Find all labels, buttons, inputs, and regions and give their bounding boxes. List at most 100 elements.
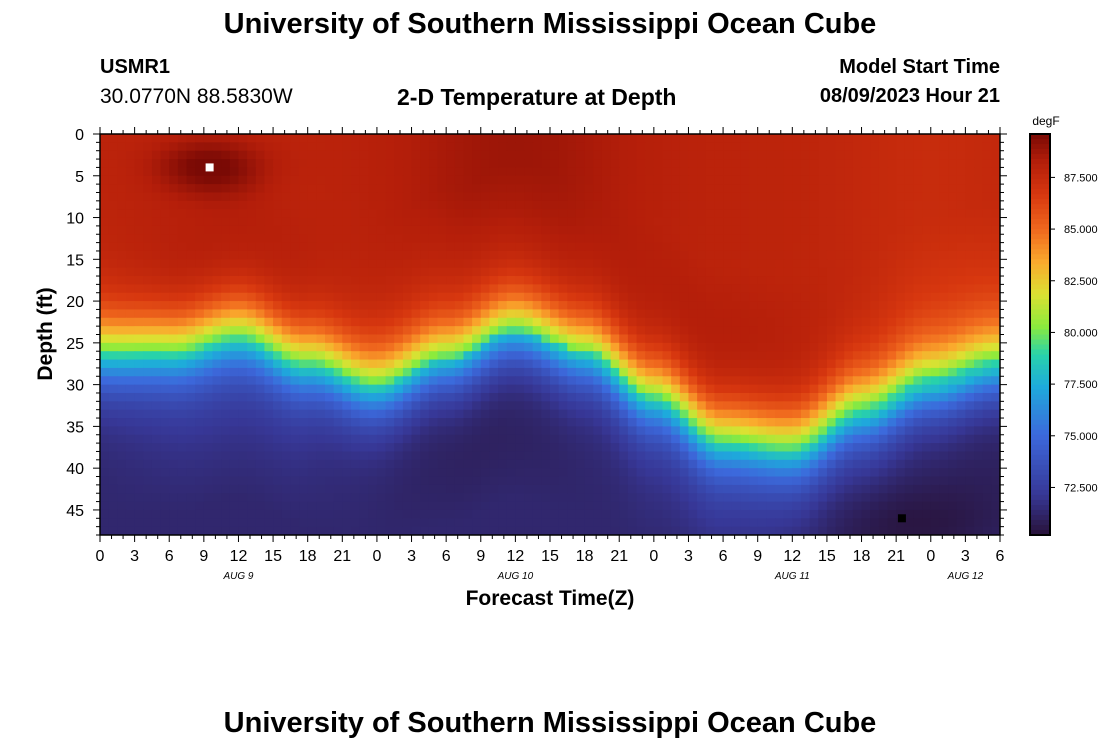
heatmap-cell <box>679 301 690 311</box>
heatmap-cell <box>359 434 369 444</box>
heatmap-cell <box>524 484 534 494</box>
heatmap-cell <box>229 401 240 411</box>
heatmap-cell <box>922 359 932 369</box>
heatmap-cell <box>939 234 949 244</box>
heatmap-cell <box>247 468 257 478</box>
heatmap-cell <box>982 334 992 344</box>
heatmap-cell <box>740 326 750 336</box>
heatmap-cell <box>506 509 516 519</box>
heatmap-cell <box>472 509 482 519</box>
heatmap-cell <box>714 518 724 528</box>
heatmap-cell <box>402 209 413 219</box>
heatmap-cell <box>506 234 516 244</box>
heatmap-cell <box>852 192 863 202</box>
heatmap-cell <box>766 334 776 344</box>
heatmap-cell <box>800 526 811 535</box>
heatmap-cell <box>420 309 430 319</box>
heatmap-cell <box>982 175 992 185</box>
heatmap-cell <box>948 242 958 252</box>
heatmap-cell <box>610 267 620 277</box>
heatmap-cell <box>100 401 110 411</box>
heatmap-cell <box>307 493 317 503</box>
heatmap-cell <box>939 292 949 302</box>
heatmap-cell <box>783 259 793 269</box>
heatmap-cell <box>342 459 352 469</box>
heatmap-cell <box>775 159 785 169</box>
heatmap-cell <box>489 326 499 336</box>
heatmap-cell <box>247 326 257 336</box>
heatmap-cell <box>939 468 949 478</box>
heatmap-cell <box>368 200 378 210</box>
heatmap-cell <box>385 392 395 402</box>
heatmap-cell <box>299 292 309 302</box>
heatmap-cell <box>325 276 335 285</box>
heatmap-cell <box>671 242 681 252</box>
heatmap-cell <box>671 459 681 469</box>
heatmap-cell <box>342 326 352 336</box>
heatmap-cell <box>593 392 603 402</box>
heatmap-cell <box>775 409 785 419</box>
heatmap-cell <box>264 342 274 352</box>
heatmap-cell <box>662 250 672 260</box>
heatmap-cell <box>325 426 335 436</box>
heatmap-cell <box>376 509 387 519</box>
heatmap-cell <box>489 242 499 252</box>
heatmap-cell <box>974 509 984 519</box>
heatmap-cell <box>515 250 525 260</box>
heatmap-cell <box>567 459 577 469</box>
heatmap-cell <box>688 284 698 294</box>
heatmap-cell <box>878 217 889 227</box>
heatmap-cell <box>723 267 733 277</box>
heatmap-cell <box>299 359 309 369</box>
heatmap-cell <box>515 225 525 235</box>
heatmap-cell <box>775 476 785 486</box>
heatmap-cell <box>636 234 646 244</box>
heatmap-cell <box>402 518 413 528</box>
heatmap-cell <box>783 426 793 436</box>
heatmap-cell <box>342 468 352 478</box>
heatmap-cell <box>645 184 655 194</box>
heatmap-cell <box>697 451 707 461</box>
heatmap-cell <box>437 526 447 535</box>
heatmap-cell <box>878 292 889 302</box>
heatmap-cell <box>749 418 759 427</box>
heatmap-cell <box>679 225 690 235</box>
heatmap-cell <box>731 192 741 202</box>
heatmap-cell <box>385 451 395 461</box>
heatmap-cell <box>792 367 802 377</box>
heatmap-cell <box>844 501 854 511</box>
heatmap-cell <box>965 267 975 277</box>
heatmap-cell <box>229 184 240 194</box>
heatmap-cell <box>792 418 802 427</box>
heatmap-cell <box>991 276 1000 285</box>
heatmap-cell <box>835 159 845 169</box>
heatmap-cell <box>515 217 525 227</box>
heatmap-cell <box>498 493 508 503</box>
heatmap-cell <box>809 326 819 336</box>
heatmap-cell <box>627 134 638 143</box>
heatmap-cell <box>203 167 214 177</box>
heatmap-cell <box>463 392 473 402</box>
heatmap-cell <box>108 175 118 185</box>
heatmap-cell <box>575 234 586 244</box>
heatmap-cell <box>186 376 196 386</box>
heatmap-cell <box>385 509 395 519</box>
heatmap-cell <box>991 476 1000 486</box>
heatmap-cell <box>844 493 854 503</box>
heatmap-cell <box>783 334 793 344</box>
heatmap-cell <box>887 493 897 503</box>
heatmap-cell <box>948 501 958 511</box>
heatmap-cell <box>887 134 897 143</box>
heatmap-cell <box>584 484 594 494</box>
heatmap-cell <box>671 434 681 444</box>
heatmap-cell <box>186 217 196 227</box>
heatmap-cell <box>195 284 205 294</box>
heatmap-cell <box>593 342 603 352</box>
heatmap-cell <box>524 401 534 411</box>
heatmap-cell <box>913 242 923 252</box>
heatmap-cell <box>550 276 560 285</box>
heatmap-cell <box>350 509 361 519</box>
heatmap-cell <box>454 150 465 160</box>
heatmap-cell <box>428 367 439 377</box>
heatmap-cell <box>212 468 222 478</box>
